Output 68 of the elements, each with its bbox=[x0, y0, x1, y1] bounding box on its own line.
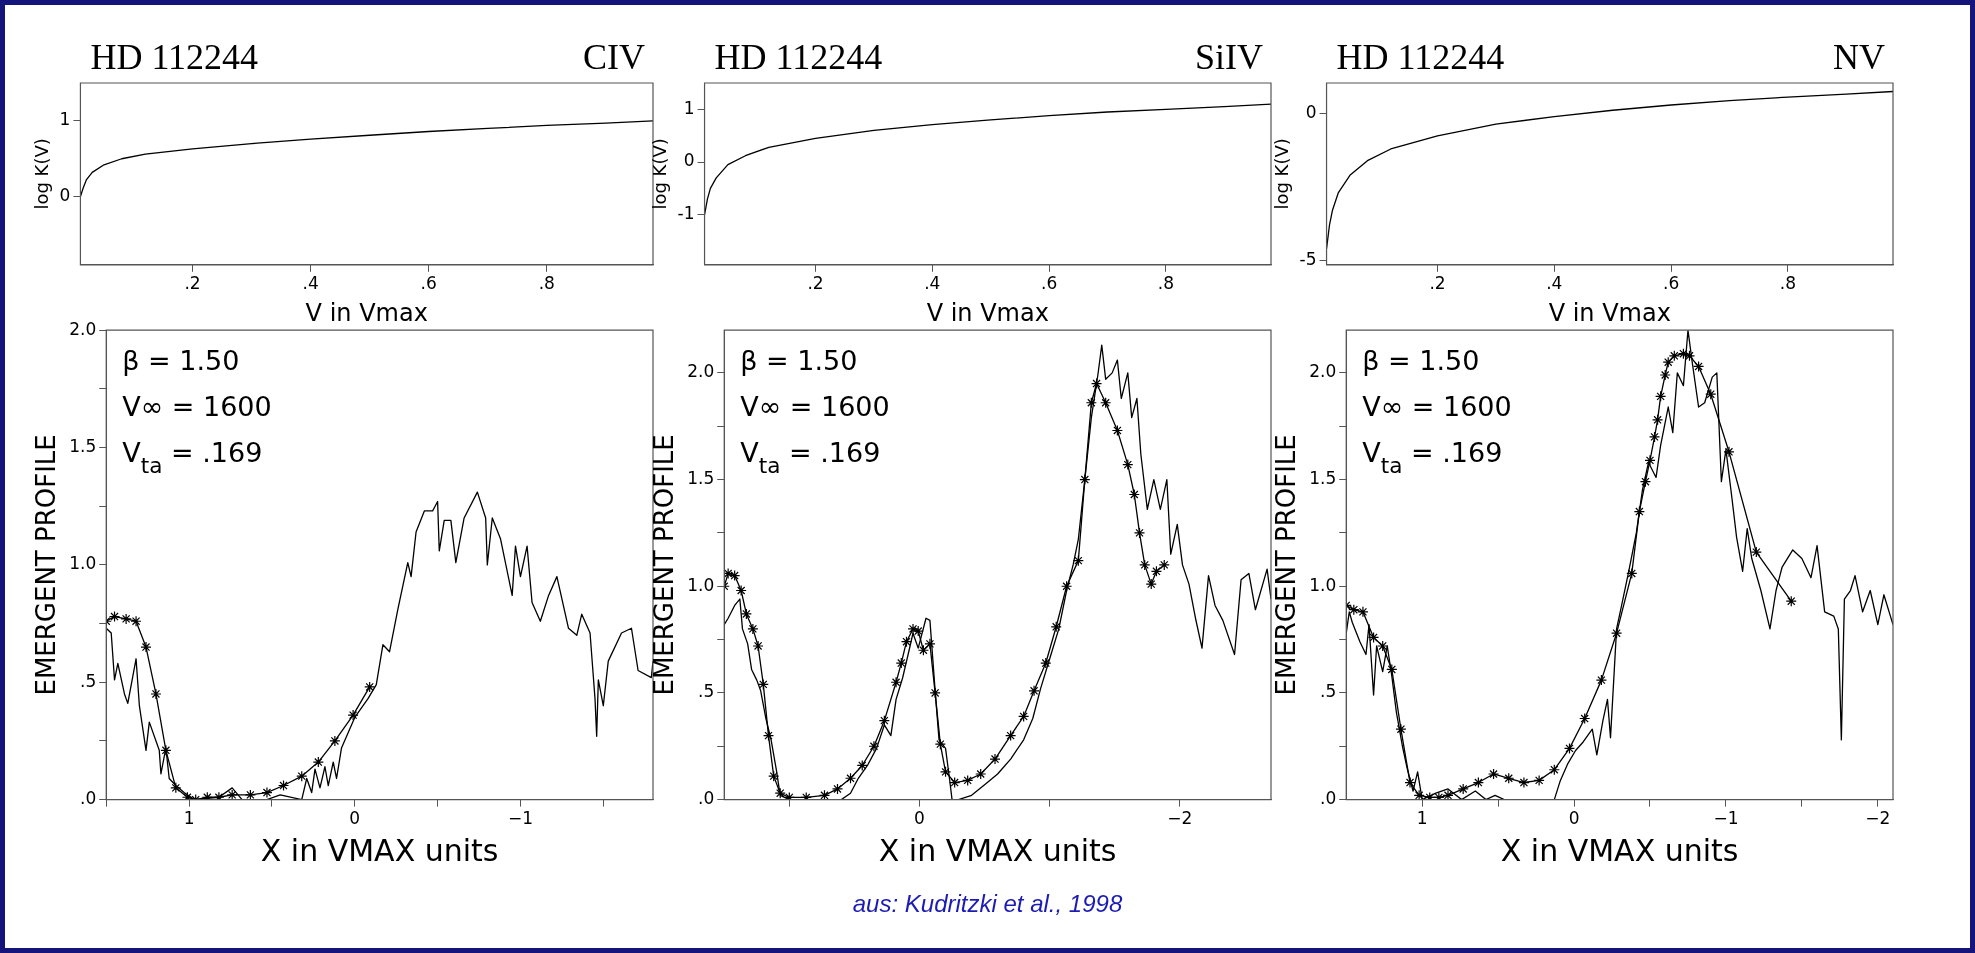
annotation: V∞ = 1600 bbox=[1362, 391, 1512, 423]
x-tick-label: −2 bbox=[1865, 808, 1891, 829]
x-axis-title: V in Vmax bbox=[926, 298, 1049, 327]
y-tick-label: .0 bbox=[698, 788, 715, 809]
x-tick-label: .4 bbox=[1546, 273, 1563, 294]
y-tick-label: .0 bbox=[80, 788, 97, 809]
y-tick-label: 2.0 bbox=[687, 361, 715, 382]
y-axis-title: EMERGENT PROFILE bbox=[649, 434, 680, 696]
x-tick-label: −2 bbox=[1167, 808, 1193, 829]
x-tick-label: −1 bbox=[507, 808, 533, 829]
y-axis-title: EMERGENT PROFILE bbox=[1271, 434, 1302, 696]
y-axis-title: log K(V) bbox=[31, 138, 53, 210]
chart-subtitle: NV bbox=[1833, 37, 1885, 77]
annotation: V∞ = 1600 bbox=[122, 391, 272, 423]
x-tick-label: 1 bbox=[183, 808, 195, 829]
x-tick-label: .2 bbox=[1429, 273, 1446, 294]
x-tick-label: 0 bbox=[349, 808, 361, 829]
text: aus: Kudritzki et al., 1998 bbox=[851, 890, 1124, 918]
x-tick-label: −1 bbox=[1713, 808, 1739, 829]
x-tick-label: .6 bbox=[1662, 273, 1680, 294]
x-axis-title: X in VMAX units bbox=[878, 832, 1117, 868]
y-tick-label: 2.0 bbox=[1309, 361, 1337, 382]
y-tick-label: -1 bbox=[677, 203, 695, 224]
x-axis-title: X in VMAX units bbox=[260, 832, 499, 868]
y-tick-label: -5 bbox=[1299, 248, 1317, 269]
y-tick-label: 1.0 bbox=[687, 574, 715, 595]
y-tick-label: .0 bbox=[1320, 788, 1337, 809]
chart-title: HD 112244 bbox=[90, 37, 259, 77]
x-tick-label: 0 bbox=[1568, 808, 1580, 829]
y-tick-label: 1.0 bbox=[69, 553, 97, 574]
x-tick-label: .4 bbox=[302, 273, 319, 294]
x-tick-label: .6 bbox=[1040, 273, 1058, 294]
y-tick-label: 1 bbox=[59, 109, 71, 130]
annotation: β = 1.50 bbox=[1362, 345, 1480, 377]
y-tick-label: 1 bbox=[683, 97, 695, 118]
y-tick-label: 0 bbox=[683, 150, 695, 171]
y-axis-title: EMERGENT PROFILE bbox=[31, 434, 62, 696]
y-axis-title: log K(V) bbox=[649, 138, 671, 210]
y-tick-label: 2.0 bbox=[69, 318, 97, 339]
annotation: β = 1.50 bbox=[740, 345, 858, 377]
y-tick-label: 0 bbox=[1305, 102, 1317, 123]
chart-subtitle: CIV bbox=[583, 37, 645, 77]
y-axis-title: log K(V) bbox=[1271, 138, 1293, 210]
chart-title: HD 112244 bbox=[714, 37, 883, 77]
chart-title: HD 112244 bbox=[1336, 37, 1505, 77]
x-tick-label: .8 bbox=[538, 273, 555, 294]
x-tick-label: .8 bbox=[1779, 273, 1796, 294]
x-axis-title: V in Vmax bbox=[305, 298, 428, 327]
x-axis-title: X in VMAX units bbox=[1500, 832, 1739, 868]
y-tick-label: 1.5 bbox=[687, 467, 715, 488]
y-tick-label: .5 bbox=[698, 681, 715, 702]
x-tick-label: .4 bbox=[924, 273, 941, 294]
x-tick-label: 1 bbox=[1416, 808, 1428, 829]
x-tick-label: .2 bbox=[184, 273, 201, 294]
x-axis-title: V in Vmax bbox=[1548, 298, 1671, 327]
y-tick-label: 1.0 bbox=[1309, 574, 1337, 595]
y-tick-label: 0 bbox=[59, 185, 71, 206]
chart-subtitle: SiIV bbox=[1194, 37, 1263, 77]
x-tick-label: 0 bbox=[914, 808, 925, 829]
x-tick-label: .6 bbox=[420, 273, 437, 294]
y-tick-label: 1.5 bbox=[69, 435, 97, 456]
annotation: V∞ = 1600 bbox=[740, 391, 890, 423]
x-tick-label: .2 bbox=[807, 273, 824, 294]
annotation: β = 1.50 bbox=[122, 345, 240, 377]
x-tick-label: .8 bbox=[1157, 273, 1174, 294]
y-tick-label: 1.5 bbox=[1309, 467, 1337, 488]
y-tick-label: .5 bbox=[1320, 681, 1337, 702]
y-tick-label: .5 bbox=[80, 670, 97, 691]
